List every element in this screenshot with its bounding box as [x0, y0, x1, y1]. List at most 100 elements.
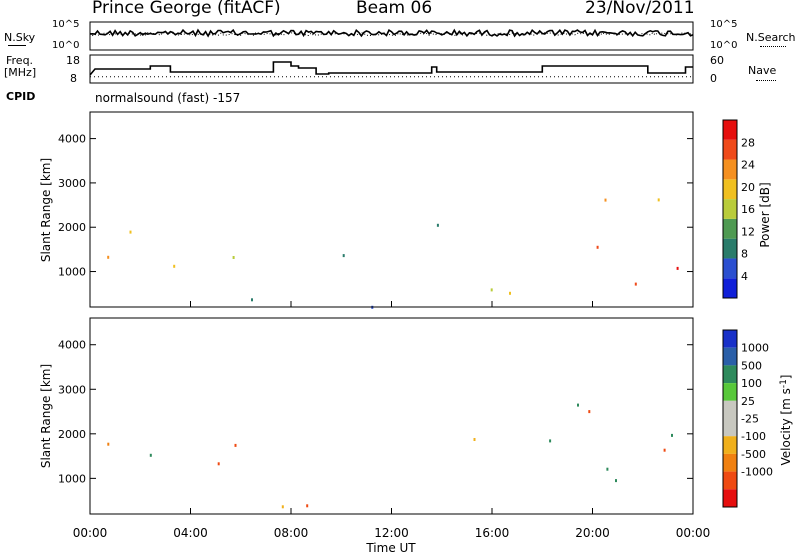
- velocity-echo-cell: [671, 433, 673, 437]
- velocity-colorbar-label: Velocity [m s-1]: [779, 374, 793, 465]
- power-echo-region-9: [596, 245, 679, 270]
- velocity-echo-cell: [606, 467, 609, 471]
- beam-label: Beam 06: [356, 0, 433, 18]
- power-echo-cell: [596, 245, 599, 249]
- velocity-echo-cell: [663, 448, 666, 452]
- velocity-echo-cell: [107, 442, 110, 446]
- velocity-echo-region-5: [549, 433, 673, 483]
- velocity-echo-cell: [217, 462, 220, 466]
- nsky-series: [89, 28, 694, 38]
- velocity-echo-region-1: [149, 453, 152, 457]
- velocity-colorbar-tick-7: -1000: [741, 466, 773, 479]
- power-echo-cell: [509, 291, 511, 295]
- velocity-echo-cell: [281, 505, 284, 509]
- velocity-echo-cell: [549, 439, 552, 443]
- power-colorbar-segment-6: [723, 159, 737, 180]
- power-colorbar-segment-2: [723, 238, 737, 259]
- power-colorbar-tick-5: 24: [741, 159, 755, 172]
- velocity-echo-cell: [149, 453, 152, 457]
- power-echo-region-6: [436, 223, 439, 227]
- velocity-colorbar-segment-9: [723, 489, 737, 507]
- power-echo-region-7: [490, 288, 511, 295]
- velocity-colorbar-segment-7: [723, 453, 737, 472]
- freq-left-tick-top: 18: [66, 54, 80, 67]
- xtick-label-4: 16:00: [475, 526, 510, 540]
- power-colorbar-tick-2: 12: [741, 225, 755, 238]
- freq-right-tick-bottom: 0: [710, 72, 717, 85]
- frequency-series: [89, 61, 693, 76]
- freq-label: Freq.: [6, 54, 34, 67]
- power-echo-cell: [232, 256, 235, 259]
- velocity-echo-region-6: [577, 403, 591, 414]
- date-label: 23/Nov/2011: [585, 0, 695, 18]
- mhz-label: [MHz]: [4, 66, 37, 79]
- power-colorbar-frame: [722, 119, 738, 299]
- power-echo-cell: [634, 282, 637, 286]
- nsky-line-legend: [8, 45, 26, 46]
- power-echo-region-3: [232, 256, 235, 259]
- power-ylabel: Slant Range [km]: [39, 158, 53, 262]
- velocity-colorbar-segment-1: [723, 347, 737, 366]
- velocity-colorbar-segment-2: [723, 365, 737, 384]
- power-colorbar-segment-3: [723, 218, 737, 239]
- velocity-echo-cell: [588, 410, 591, 414]
- velocity-colorbar-tick-0: 1000: [741, 342, 769, 355]
- power-ytick-label-3: 4000: [58, 133, 86, 146]
- nsky-label: N.Sky: [4, 31, 36, 44]
- power-echo-region-0: [107, 255, 110, 259]
- velocity-echo-region-8: [281, 504, 309, 509]
- cpid-label: CPID: [6, 90, 36, 103]
- frequency-panel: 18 8 60 0: [66, 54, 724, 85]
- velocity-colorbar-tick-6: -500: [741, 448, 766, 461]
- power-echo-region-5: [342, 254, 345, 258]
- power-colorbar-segment-7: [723, 139, 737, 160]
- velocity-colorbar-segment-5: [723, 418, 737, 437]
- velocity-colorbar-tick-4: -25: [741, 413, 759, 426]
- power-echo-region-2: [173, 264, 176, 268]
- xtick-label-6: 00:00: [676, 526, 711, 540]
- freq-left-tick-bottom: 8: [70, 72, 77, 85]
- power-colorbar-tick-0: 4: [741, 270, 748, 283]
- velocity-colorbar-segment-3: [723, 383, 737, 401]
- velocity-colorbar-tick-5: -100: [741, 430, 766, 443]
- power-echo-cell: [342, 254, 345, 258]
- nave-label: Nave: [748, 64, 777, 77]
- xtick-label-3: 12:00: [374, 526, 409, 540]
- power-colorbar-segment-1: [723, 258, 737, 279]
- power-echo-cell: [436, 223, 439, 227]
- power-echo-cell: [490, 288, 493, 292]
- xtick-label-0: 00:00: [73, 526, 108, 540]
- power-echo-cell: [676, 266, 679, 270]
- nsearch-line-legend: [760, 46, 786, 47]
- power-colorbar-segment-8: [723, 120, 737, 140]
- noise-left-tick-top: 10^5: [52, 19, 79, 30]
- freq-right-tick-top: 60: [710, 54, 724, 67]
- power-ytick-label-2: 3000: [58, 177, 86, 190]
- velocity-colorbar-tick-1: 500: [741, 359, 762, 372]
- noise-panel: 10^5 10^0 10^5 10^0: [52, 19, 737, 51]
- velocity-panel: 1000 2000 3000 4000 Slant Range [km] 00:00 0…: [39, 301, 793, 554]
- velocity-colorbar-segment-6: [723, 436, 737, 454]
- power-echo-cell: [173, 264, 176, 268]
- velocity-colorbar-segment-0: [723, 330, 737, 348]
- velocity-ytick-label-1: 2000: [58, 428, 86, 441]
- velocity-ylabel: Slant Range [km]: [39, 364, 53, 468]
- velocity-colorbar-tick-3: 25: [741, 395, 755, 408]
- velocity-echo-cell: [234, 443, 237, 447]
- velocity-echo-region-2: [217, 462, 220, 466]
- velocity-echo-region-4: [473, 438, 476, 441]
- power-colorbar-segment-4: [723, 199, 737, 219]
- power-echo-cell: [657, 198, 660, 202]
- xtick-label-5: 20:00: [575, 526, 610, 540]
- velocity-ytick-label-2: 3000: [58, 383, 86, 396]
- velocity-echo-cell: [615, 479, 617, 483]
- station-title: Prince George (fitACF): [92, 0, 281, 18]
- velocity-colorbar-tick-2: 100: [741, 377, 762, 390]
- velocity-colorbar-segment-8: [723, 471, 737, 490]
- power-ytick-label-0: 1000: [58, 266, 86, 279]
- velocity-echo-region-3: [234, 443, 237, 447]
- nave-line-legend: [756, 80, 776, 81]
- nsearch-label: N.Search: [746, 31, 796, 44]
- power-colorbar-segment-5: [723, 179, 737, 200]
